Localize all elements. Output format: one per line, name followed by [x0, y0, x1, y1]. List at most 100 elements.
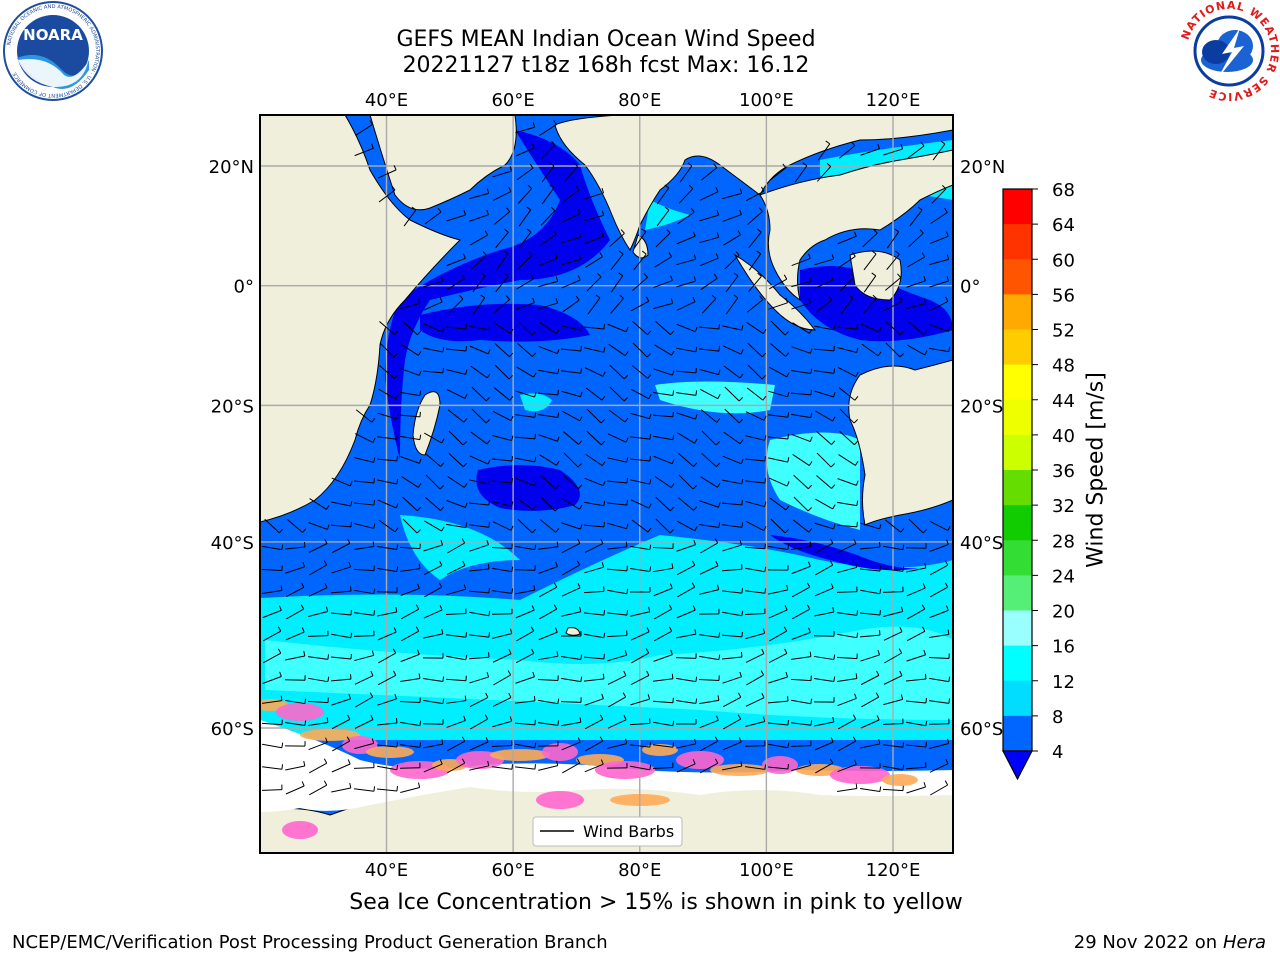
wind-barb [378, 519, 396, 533]
wind-barb-tick [531, 528, 537, 534]
wind-barb-tick [623, 397, 629, 402]
wind-barb [584, 214, 604, 222]
wind-barb [308, 677, 328, 683]
wind-barb [493, 322, 511, 334]
wind-barb [492, 458, 512, 462]
wind-barb-tick [671, 350, 675, 356]
wind-barb-tick [669, 529, 674, 534]
wind-barb [583, 524, 605, 528]
wind-barb [746, 674, 764, 686]
wind-barb [607, 502, 627, 506]
wind-barb-tick [856, 632, 859, 638]
wind-barb-tick [853, 538, 857, 544]
wind-barb-tick [396, 786, 398, 792]
wind-barb [515, 545, 535, 551]
wind-barb-tick [690, 207, 695, 213]
wind-barb-tick [577, 737, 581, 743]
wind-barb-tick [579, 504, 583, 510]
wind-barb-tick [578, 232, 582, 238]
wind-barb [678, 497, 694, 511]
lon-label-top: 80°E [618, 90, 661, 111]
wind-barb-tick [508, 375, 513, 380]
wind-barb-tick [349, 481, 353, 487]
wind-barb [815, 410, 833, 422]
wind-barb [909, 209, 923, 227]
wind-barb-tick [580, 325, 583, 331]
wind-barb-tick [323, 780, 328, 786]
wind-barb-tick [664, 184, 670, 189]
footer-credits: NCEP/EMC/Verification Post Processing Pr… [12, 932, 608, 953]
wind-barb [790, 392, 812, 396]
wind-barb [929, 521, 949, 531]
wind-barb-tick [672, 390, 675, 396]
wind-barb-tick [580, 654, 583, 660]
wind-barb-tick [327, 676, 330, 682]
wind-barb [262, 545, 282, 551]
wind-barb [745, 697, 765, 707]
wind-barb [905, 766, 927, 770]
wind-barb [792, 322, 810, 334]
wind-barb [653, 302, 673, 310]
wind-barb-tick [762, 395, 767, 401]
wind-barb-tick [810, 720, 813, 726]
wind-barb [377, 499, 397, 509]
wind-barb [699, 762, 719, 774]
wind-barb-tick [831, 440, 836, 445]
wind-barb-tick [900, 144, 904, 150]
wind-barb [469, 479, 489, 485]
wind-barb-tick [833, 324, 836, 331]
wind-barb-tick [440, 506, 445, 511]
lat-label-right: 20°S [960, 396, 1003, 417]
wind-barb-tick [602, 371, 606, 377]
wind-barb-tick [391, 185, 396, 191]
wind-barb [929, 235, 949, 245]
wind-barb-tick [369, 692, 374, 698]
wind-barb [376, 722, 398, 726]
wind-barb [607, 323, 627, 333]
wind-barb [883, 765, 903, 771]
wind-barb [653, 654, 673, 662]
wind-barb [518, 209, 532, 227]
wind-barb [540, 210, 556, 226]
wind-barb-tick [900, 694, 904, 700]
wind-barb-tick [741, 478, 744, 484]
wind-barb [287, 519, 303, 533]
wind-barb [424, 586, 442, 598]
wind-barb-tick [303, 760, 306, 767]
wind-barb-tick [925, 742, 927, 748]
wind-barb [793, 474, 809, 490]
wind-barb-tick [808, 527, 813, 533]
wind-barb [285, 566, 305, 574]
wind-barb-tick [465, 522, 468, 528]
wind-barb [860, 674, 880, 686]
wind-barb-tick [463, 483, 468, 488]
wind-barb-tick [894, 228, 900, 233]
wind-barb [675, 657, 697, 659]
wind-barb [355, 124, 373, 136]
wind-barb-tick [945, 296, 949, 302]
wind-barb-tick [694, 629, 697, 635]
wind-barb [331, 501, 351, 507]
wind-barb-tick [923, 782, 927, 788]
wind-barb-tick [668, 252, 672, 258]
wind-barb-tick [809, 436, 813, 442]
wind-barb-tick [511, 477, 513, 484]
map-gridlines [260, 115, 953, 853]
wind-barb [630, 499, 650, 509]
wind-barb [331, 656, 351, 660]
wind-barb-tick [534, 764, 537, 770]
wind-barb [746, 299, 764, 313]
wind-barb [679, 165, 693, 183]
map-area[interactable] [252, 115, 953, 853]
lat-label-right: 60°S [960, 719, 1003, 740]
wind-barb [330, 590, 352, 594]
wind-barb [790, 678, 812, 682]
wind-barb-tick [763, 415, 767, 421]
wind-barb-tick [509, 352, 514, 358]
wind-barb-tick [373, 500, 375, 506]
wind-barb [768, 589, 788, 595]
wind-barb-tick [393, 627, 397, 633]
wind-barb [769, 167, 787, 181]
wind-barb [331, 612, 351, 616]
wind-barb [448, 298, 464, 314]
